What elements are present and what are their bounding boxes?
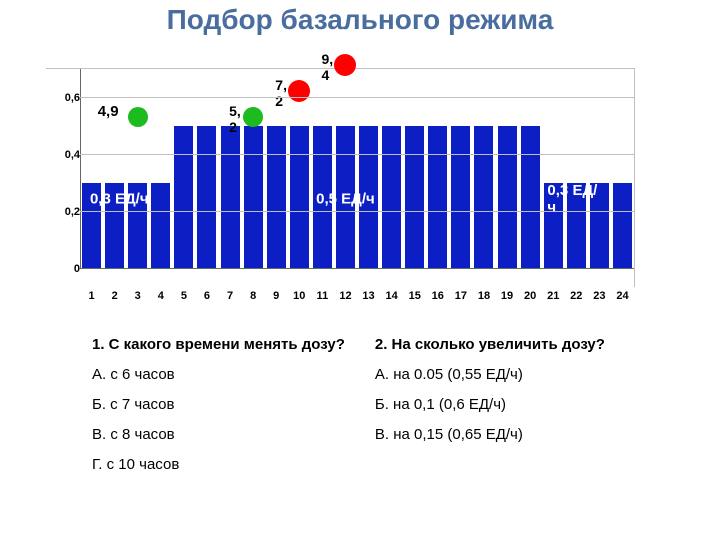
basal-chart: 0,3 ЕД/ч0,5 ЕД/ч0,3 ЕД/ч4,95, 27, 29, 4 … (46, 68, 634, 286)
x-tick-label: 14 (386, 287, 398, 290)
question-2: 2. На сколько увеличить дозу? А. на 0.05… (375, 336, 605, 473)
bar (451, 126, 470, 269)
bar (382, 126, 401, 269)
bar (290, 126, 309, 269)
x-tick-label: 7 (227, 287, 233, 290)
data-dot-label: 7, 2 (275, 77, 287, 109)
data-dot (243, 107, 263, 127)
question-option: А. на 0.05 (0,55 ЕД/ч) (375, 366, 605, 383)
bar (244, 126, 263, 269)
chart-plot-area: 0,3 ЕД/ч0,5 ЕД/ч0,3 ЕД/ч4,95, 27, 29, 4 … (46, 68, 635, 287)
x-tick-label: 9 (273, 287, 279, 290)
bar (498, 126, 517, 269)
question-option: Б. с 7 часов (92, 396, 345, 413)
bar (267, 126, 286, 269)
bar (521, 126, 540, 269)
bar (474, 126, 493, 269)
data-dot (334, 54, 356, 76)
gridline (80, 211, 634, 212)
x-tick-label: 3 (135, 287, 141, 290)
x-tick-label: 19 (501, 287, 513, 290)
x-tick-label: 6 (204, 287, 210, 290)
x-tick-label: 21 (547, 287, 559, 290)
x-tick-label: 17 (455, 287, 467, 290)
question-1-head: 1. С какого времени менять дозу? (92, 336, 345, 353)
gridline (80, 97, 634, 98)
page-title: Подбор базального режима (0, 4, 720, 36)
bar (151, 183, 170, 269)
rate-label: 0,5 ЕД/ч (316, 191, 375, 208)
bar (428, 126, 447, 269)
x-tick-label: 16 (432, 287, 444, 290)
y-tick-label: 0,4 (46, 149, 84, 161)
bar (405, 126, 424, 269)
x-tick-label: 4 (158, 287, 164, 290)
x-tick-label: 10 (293, 287, 305, 290)
x-tick-label: 1 (88, 287, 94, 290)
chart-plot: 0,3 ЕД/ч0,5 ЕД/ч0,3 ЕД/ч4,95, 27, 29, 4 (80, 69, 634, 269)
x-tick-label: 5 (181, 287, 187, 290)
bar (174, 126, 193, 269)
question-option: В. на 0,15 (0,65 ЕД/ч) (375, 426, 605, 443)
x-tick-label: 13 (362, 287, 374, 290)
question-option: Г. с 10 часов (92, 456, 345, 473)
y-tick-label: 0,6 (46, 92, 84, 104)
x-tick-label: 18 (478, 287, 490, 290)
rate-label: 0,3 ЕД/ч (90, 191, 149, 208)
x-tick-label: 24 (616, 287, 628, 290)
data-dot-label: 4,9 (98, 103, 119, 120)
x-tick-label: 20 (524, 287, 536, 290)
bar (197, 126, 216, 269)
x-tick-label: 2 (112, 287, 118, 290)
x-tick-label: 23 (593, 287, 605, 290)
data-dot-label: 9, 4 (321, 51, 333, 83)
data-dot-label: 5, 2 (229, 103, 241, 135)
y-tick-label: 0 (46, 263, 84, 275)
bar (613, 183, 632, 269)
bar (221, 126, 240, 269)
questions-block: 1. С какого времени менять дозу? А. с 6 … (92, 336, 605, 473)
data-dot (128, 107, 148, 127)
x-tick-label: 22 (570, 287, 582, 290)
x-tick-label: 12 (339, 287, 351, 290)
question-option: В. с 8 часов (92, 426, 345, 443)
gridline (80, 154, 634, 155)
question-option: А. с 6 часов (92, 366, 345, 383)
question-1: 1. С какого времени менять дозу? А. с 6 … (92, 336, 345, 473)
x-axis (80, 268, 634, 269)
y-tick-label: 0,2 (46, 206, 84, 218)
question-2-head: 2. На сколько увеличить дозу? (375, 336, 605, 353)
question-option: Б. на 0,1 (0,6 ЕД/ч) (375, 396, 605, 413)
x-tick-label: 15 (409, 287, 421, 290)
x-tick-label: 11 (317, 287, 329, 290)
data-dot (288, 80, 310, 102)
x-tick-label: 8 (250, 287, 256, 290)
